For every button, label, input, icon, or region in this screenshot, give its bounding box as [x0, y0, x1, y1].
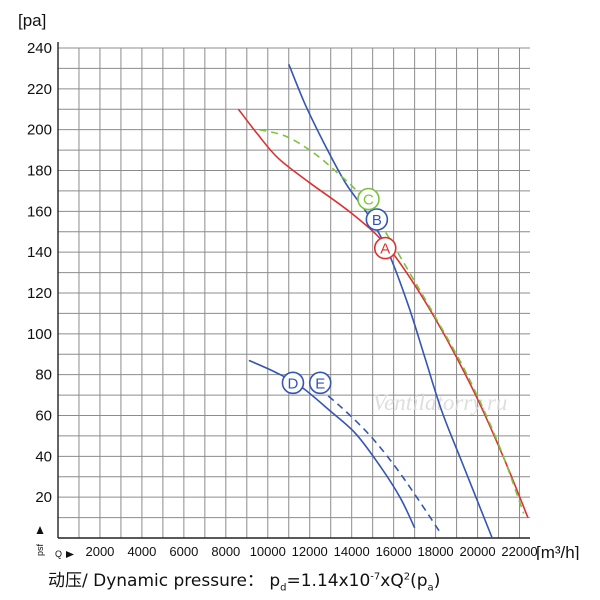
- x-tick-label: 16000: [376, 544, 412, 559]
- series-label-d: D: [288, 375, 299, 392]
- x-tick-label: 22000: [501, 544, 537, 559]
- y-tick-label: 40: [35, 448, 52, 465]
- formula-paren-close: ): [433, 571, 441, 591]
- y-axis-marker: psf: [35, 543, 45, 556]
- y-tick-label: 180: [27, 163, 52, 180]
- x-tick-label: 10000: [250, 544, 286, 559]
- series-curve-c: [259, 128, 525, 514]
- y-tick-label: 60: [35, 408, 52, 425]
- y-tick-label: 80: [35, 367, 52, 384]
- formula-exponent: -7: [370, 571, 381, 583]
- y-tick-label: 120: [27, 285, 52, 302]
- series-label-circle-d: [281, 371, 305, 395]
- x-tick-label: 6000: [169, 544, 198, 559]
- x-tick-label: 18000: [418, 544, 454, 559]
- formula-paren-open: (p: [410, 571, 428, 591]
- watermark-text: Ventilatorry.ru: [373, 390, 508, 415]
- x-tick-label: 12000: [292, 544, 328, 559]
- y-tick-label: 140: [27, 244, 52, 261]
- x-axis-arrow: [66, 551, 74, 558]
- formula-sub-d: d: [280, 582, 287, 594]
- series-label-c: C: [363, 192, 374, 209]
- series-curve-e: [309, 380, 441, 533]
- formula-prefix: 动压/ Dynamic pressure： p: [48, 571, 281, 591]
- series-curve-b: [288, 63, 493, 539]
- formula-middle: =1.14x10: [286, 571, 371, 591]
- series-label-circle-b: [365, 208, 389, 231]
- series-label-a: A: [380, 241, 390, 258]
- y-tick-label: 240: [27, 40, 52, 57]
- y-tick-label: 200: [27, 122, 52, 139]
- formula-sub-a: a: [427, 582, 434, 594]
- dynamic-pressure-formula: 动压/ Dynamic pressure： pd=1.14x10-7xQ2(pa…: [48, 566, 440, 593]
- x-tick-label: 2000: [85, 544, 114, 559]
- x-tick-label: 4000: [127, 544, 156, 559]
- y-axis-label: [pa]: [18, 11, 46, 30]
- series-curve-d: [248, 359, 416, 529]
- x-tick-label: 20000: [459, 544, 495, 559]
- y-axis-arrow: [36, 526, 44, 534]
- formula-after-exp: xQ: [380, 571, 404, 591]
- y-tick-label: 160: [27, 203, 52, 220]
- series-label-e: E: [315, 375, 325, 392]
- series-label-b: B: [372, 212, 382, 229]
- series-label-circle-a: [373, 236, 397, 260]
- series-label-circle-e: [308, 371, 332, 395]
- y-tick-label: 100: [27, 326, 52, 343]
- fan-curve-chart: 20 40 60 80 100 120 140 160 180 200 220 240 2000 4000…: [18, 11, 579, 560]
- x-tick-label: 14000: [334, 544, 370, 559]
- y-tick-label: 220: [27, 81, 52, 98]
- formula-square: 2: [403, 571, 411, 583]
- series-label-circle-c: [357, 187, 380, 211]
- x-axis-label: [m³/h]: [536, 543, 579, 560]
- x-tick-label: 8000: [211, 544, 240, 559]
- x-axis-marker: Q: [55, 549, 62, 559]
- y-tick-label: 20: [35, 489, 52, 506]
